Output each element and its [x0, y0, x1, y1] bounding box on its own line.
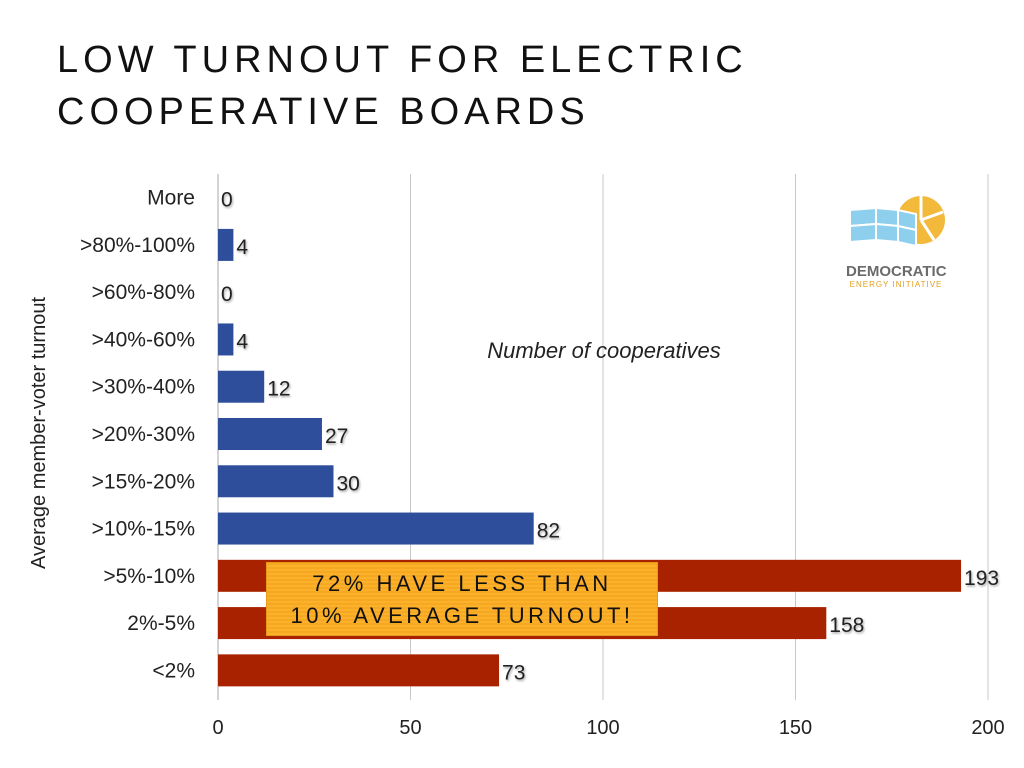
category-label: <2%: [152, 659, 195, 682]
x-tick-label: 0: [212, 717, 223, 739]
value-label: 82: [537, 520, 560, 543]
chart-title: LOW TURNOUT FOR ELECTRIC COOPERATIVE BOA…: [57, 34, 748, 138]
category-label: 2%-5%: [127, 612, 195, 635]
x-tick-label: 200: [971, 717, 1004, 739]
bar: [218, 370, 265, 403]
value-label: 4: [236, 330, 248, 353]
callout-box: 72% HAVE LESS THAN 10% AVERAGE TURNOUT!: [266, 562, 658, 636]
logo-subtext: ENERGY INITIATIVE: [849, 280, 943, 289]
value-label: 12: [267, 378, 290, 401]
value-label: 0: [221, 283, 233, 306]
bar: [218, 654, 500, 687]
value-label: 4: [236, 236, 248, 259]
callout-line-1: 72% HAVE LESS THAN: [312, 571, 612, 596]
solar-panel-sun-icon: [849, 196, 945, 248]
democratic-energy-logo: DEMOCRATIC ENERGY INITIATIVE: [846, 190, 966, 290]
value-label: 73: [502, 661, 525, 684]
category-label: >60%-80%: [92, 281, 195, 304]
bar: [218, 512, 534, 545]
x-tick-label: 150: [779, 717, 812, 739]
logo-text: DEMOCRATIC: [846, 263, 947, 280]
value-label: 193: [964, 567, 999, 590]
bar: [218, 323, 234, 356]
y-axis-label: Average member-voter turnout: [28, 297, 50, 569]
category-label: >80%-100%: [80, 234, 195, 257]
category-label: >40%-60%: [92, 328, 195, 351]
x-tick-label: 50: [399, 717, 421, 739]
category-label: More: [147, 187, 195, 210]
bar: [218, 228, 234, 261]
x-tick-label: 100: [586, 717, 619, 739]
title-line-1: LOW TURNOUT FOR ELECTRIC: [57, 39, 748, 81]
value-label: 27: [325, 425, 348, 448]
callout-line-2: 10% AVERAGE TURNOUT!: [290, 603, 634, 628]
value-label: 158: [829, 614, 864, 637]
category-label: >30%-40%: [92, 376, 195, 399]
bar: [218, 465, 334, 498]
category-label: >20%-30%: [92, 423, 195, 446]
category-label: >15%-20%: [92, 470, 195, 493]
value-label: 30: [337, 472, 360, 495]
title-line-2: COOPERATIVE BOARDS: [57, 91, 590, 133]
category-label: >5%-10%: [103, 565, 195, 588]
value-label: 0: [221, 189, 233, 212]
bar: [218, 418, 322, 450]
category-label: >10%-15%: [92, 518, 195, 541]
x-axis-label: Number of cooperatives: [487, 338, 721, 363]
